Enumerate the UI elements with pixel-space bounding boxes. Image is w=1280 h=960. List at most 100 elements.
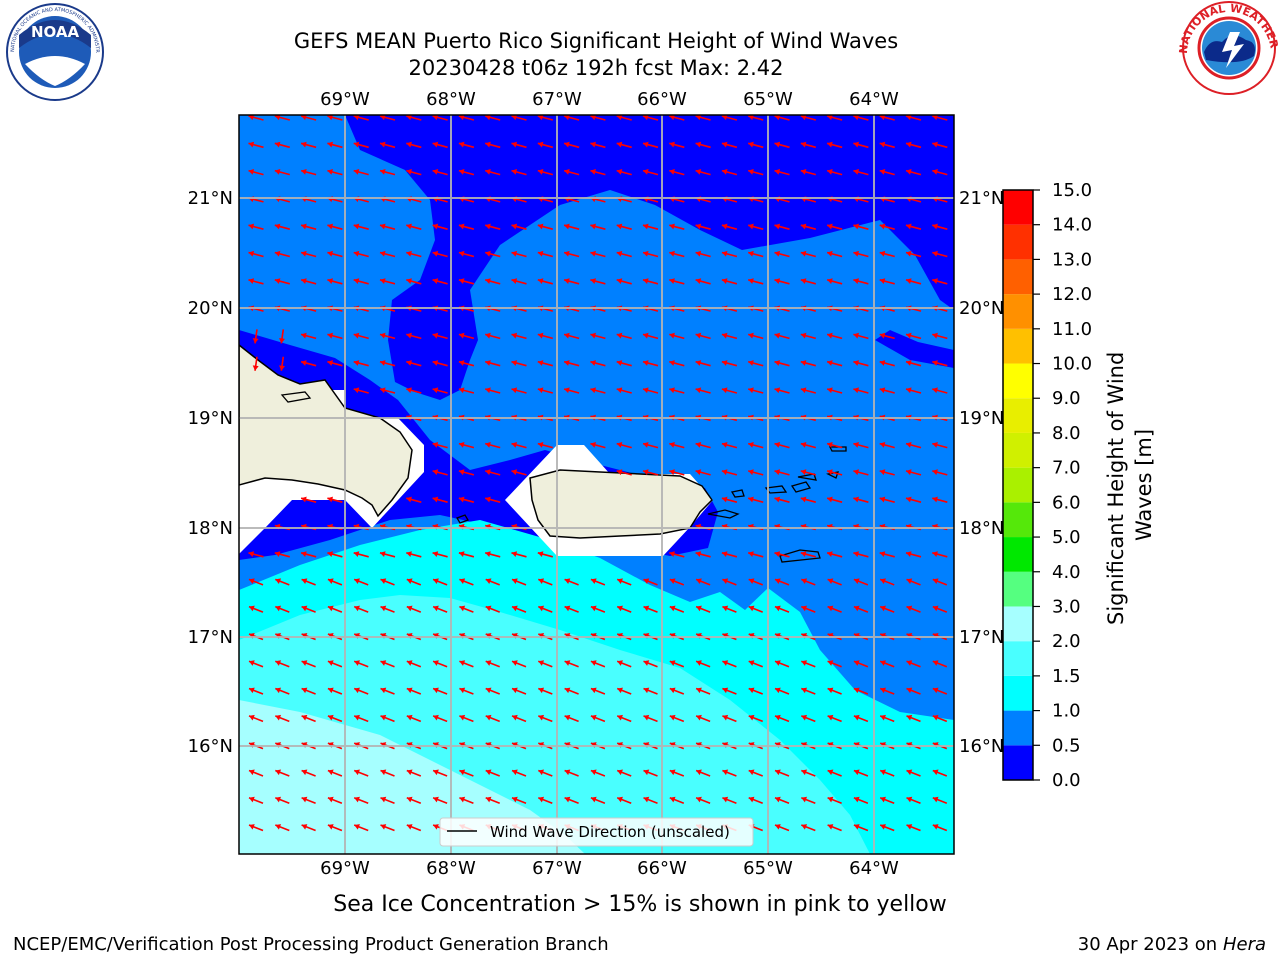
- wave-direction-arrowhead: [406, 605, 413, 612]
- wave-direction-arrowhead: [827, 496, 833, 503]
- wave-direction-arrowhead: [433, 742, 439, 748]
- wave-direction-arrowhead: [249, 742, 255, 748]
- wave-direction-arrowhead: [458, 441, 465, 448]
- wave-direction-arrowhead: [459, 796, 466, 803]
- band-2-3: [239, 700, 585, 854]
- colorbar-tick-label: 4.0: [1052, 562, 1081, 583]
- wave-direction-arrowhead: [432, 441, 439, 448]
- wave-direction-arrowhead: [617, 632, 623, 639]
- wave-direction-arrowhead: [643, 278, 649, 284]
- wave-direction-arrowhead: [695, 332, 702, 339]
- wave-direction-arrowhead: [275, 796, 282, 803]
- wave-direction-arrowhead: [590, 742, 597, 748]
- wave-direction-arrowhead: [459, 714, 466, 721]
- wave-direction-arrowhead: [827, 578, 834, 584]
- wave-direction-arrowhead: [380, 632, 387, 639]
- wave-direction-arrowhead: [669, 141, 675, 148]
- wave-direction-arrowhead: [301, 769, 308, 776]
- wave-direction-arrowhead: [774, 387, 781, 394]
- wave-direction-arrowhead: [748, 632, 755, 639]
- wave-direction-arrowhead: [353, 278, 360, 284]
- wave-direction-arrowhead: [275, 769, 282, 776]
- lon-label-bottom: 65°W: [743, 858, 793, 879]
- wave-direction-arrowhead: [564, 796, 571, 803]
- lat-label-left: 19°N: [188, 408, 233, 429]
- wave-direction-arrowhead: [695, 360, 702, 366]
- wave-direction-arrowhead: [827, 742, 834, 748]
- wave-direction-arrowhead: [880, 605, 886, 612]
- wave-direction-arrowhead: [327, 168, 334, 175]
- wave-direction-arrowhead: [616, 141, 623, 148]
- lon-label-bottom: 66°W: [637, 858, 687, 879]
- wave-direction-arrowhead: [906, 769, 913, 776]
- wave-direction-arrowhead: [380, 278, 386, 284]
- wave-direction-arrowhead: [458, 360, 465, 366]
- lon-label-bottom: 67°W: [532, 858, 582, 879]
- wave-direction-arrowhead: [511, 469, 518, 476]
- wave-direction-arrowhead: [512, 769, 518, 776]
- colorbar-band: [1003, 710, 1033, 746]
- wave-direction-arrowhead: [932, 115, 938, 121]
- wave-direction-arrowhead: [564, 278, 570, 284]
- wave-direction-arrowhead: [564, 578, 571, 584]
- wave-direction-arrowhead: [380, 769, 387, 776]
- wave-direction-arrowhead: [485, 168, 491, 175]
- wave-direction-arrowhead: [590, 578, 597, 584]
- wave-direction-arrowhead: [301, 168, 307, 175]
- wave-direction-arrowhead: [354, 769, 360, 776]
- wave-direction-arrowhead: [696, 796, 702, 803]
- lat-label-left: 16°N: [188, 736, 233, 757]
- wave-direction-arrowhead: [774, 469, 781, 476]
- wave-direction-arrowhead: [853, 551, 860, 557]
- lat-label-right: 16°N: [959, 736, 1004, 757]
- wave-direction-arrowhead: [617, 714, 623, 721]
- colorbar-tick-label: 13.0: [1052, 249, 1092, 270]
- wave-direction-arrowhead: [564, 387, 570, 394]
- wave-direction-arrowhead: [380, 660, 387, 666]
- wave-direction-arrowhead: [327, 496, 334, 503]
- wave-direction-arrowhead: [669, 469, 675, 476]
- wave-direction-arrowhead: [827, 223, 833, 230]
- colorbar-band: [1003, 224, 1033, 260]
- wave-direction-arrowhead: [433, 714, 439, 721]
- wave-direction-arrowhead: [695, 278, 702, 284]
- wave-direction-arrowhead: [800, 496, 807, 503]
- wave-direction-arrowhead: [800, 441, 807, 448]
- wave-direction-arrowhead: [249, 769, 255, 776]
- colorbar-band: [1003, 606, 1033, 642]
- wave-direction-arrowhead: [538, 714, 545, 721]
- colorbar-band: [1003, 571, 1033, 607]
- wave-direction-arrowhead: [301, 496, 307, 503]
- colorbar-tick-label: 14.0: [1052, 215, 1092, 236]
- wave-direction-arrowhead: [252, 338, 259, 344]
- generation-date: 30 Apr 2023 on Hera: [1078, 934, 1266, 955]
- wave-direction-arrowhead: [380, 742, 387, 748]
- lat-label-right: 19°N: [959, 408, 1004, 429]
- colorbar-tick-label: 6.0: [1052, 492, 1081, 513]
- wave-direction-arrowhead: [748, 796, 755, 803]
- wave-direction-arrowhead: [564, 687, 571, 694]
- wave-direction-arrowhead: [458, 278, 465, 284]
- wave-direction-arrowhead: [695, 168, 702, 175]
- wave-direction-arrowhead: [249, 660, 255, 666]
- wave-direction-arrowhead: [800, 469, 807, 476]
- wave-direction-arrowhead: [459, 605, 466, 612]
- wave-direction-arrowhead: [564, 632, 571, 639]
- wave-direction-arrowhead: [880, 796, 886, 803]
- wave-direction-arrowhead: [485, 223, 491, 230]
- wave-direction-arrowhead: [458, 332, 465, 339]
- wave-direction-arrowhead: [853, 632, 860, 639]
- wave-direction-arrowhead: [616, 250, 623, 257]
- wave-direction-arrowhead: [853, 115, 859, 121]
- wave-direction-arrowhead: [327, 115, 333, 121]
- colorbar-band: [1003, 675, 1033, 711]
- wave-direction-arrowhead: [432, 332, 439, 339]
- wave-direction-arrowhead: [906, 469, 912, 476]
- wave-direction-arrowhead: [775, 769, 781, 776]
- colorbar-tick-label: 9.0: [1052, 388, 1081, 409]
- wave-direction-arrowhead: [906, 578, 913, 584]
- wave-direction-arrowhead: [853, 660, 860, 666]
- wave-height-field: [239, 115, 954, 854]
- wave-direction-arrowhead: [827, 278, 833, 284]
- wave-direction-arrowhead: [249, 578, 255, 584]
